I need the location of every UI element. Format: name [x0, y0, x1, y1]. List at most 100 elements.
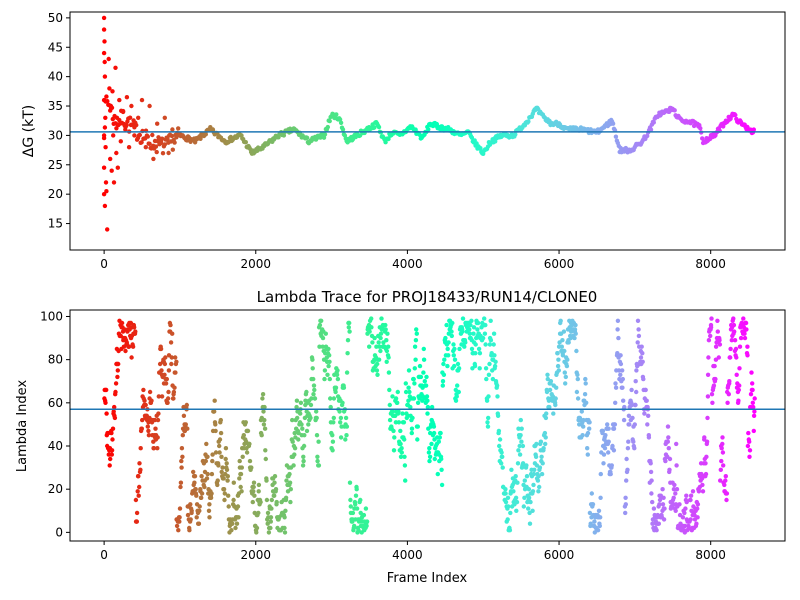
lambda-point: [221, 476, 226, 481]
lambda-point: [728, 346, 733, 352]
lambda-point: [483, 322, 488, 328]
lambda-point: [728, 355, 733, 360]
lambda-point: [564, 363, 570, 369]
lambda-point: [356, 528, 361, 533]
lambda-point: [374, 368, 380, 373]
lambda-point: [616, 335, 621, 341]
lambda-point: [344, 370, 350, 375]
lambda-point: [146, 433, 152, 438]
lambda-point: [467, 327, 472, 332]
lambda-point: [661, 495, 666, 500]
lambda-point: [745, 344, 750, 349]
lambda-point: [312, 396, 318, 401]
lambda-point: [513, 495, 519, 500]
lambda-point: [656, 521, 661, 526]
lambda-point: [600, 428, 606, 434]
lambda-y-tick-label: 0: [55, 525, 63, 539]
lambda-point: [680, 515, 686, 520]
lambda-point: [469, 318, 474, 323]
lambda-point: [615, 318, 621, 323]
lambda-point: [477, 366, 482, 371]
lambda-point: [335, 376, 341, 382]
lambda-point: [437, 435, 442, 440]
lambda-point: [710, 400, 715, 405]
delta-g-point: [322, 132, 328, 137]
lambda-point: [635, 318, 641, 323]
lambda-point: [218, 417, 223, 423]
lambda-point: [531, 471, 537, 477]
lambda-point: [660, 487, 665, 492]
lambda-point: [413, 338, 419, 343]
lambda-point: [662, 506, 667, 511]
lambda-point: [495, 394, 500, 399]
lambda-point: [718, 478, 723, 483]
lambda-point: [262, 426, 268, 431]
lambda-point: [744, 327, 749, 332]
lambda-point: [487, 361, 492, 367]
delta-g-y-axis-label: ΔG (kT): [21, 105, 37, 157]
lambda-point: [423, 383, 429, 388]
lambda-point: [705, 415, 710, 421]
lambda-point: [337, 409, 342, 414]
lambda-point: [475, 327, 480, 332]
lambda-point: [581, 424, 586, 429]
lambda-y-ticks: 0 20 40 60 80 100: [40, 309, 70, 539]
delta-g-point: [162, 142, 167, 147]
lambda-point: [326, 363, 331, 369]
lambda-point: [424, 394, 430, 399]
lambda-point: [205, 454, 210, 459]
lambda-point: [401, 420, 407, 425]
delta-g-point: [751, 127, 756, 132]
lambda-point: [223, 456, 228, 462]
lambda-point: [551, 411, 556, 416]
lambda-point: [526, 487, 532, 492]
lambda-point: [503, 491, 508, 496]
lambda-point: [540, 461, 545, 466]
lambda-point: [333, 389, 338, 395]
delta-g-point: [338, 120, 344, 126]
lambda-point: [391, 448, 397, 453]
lambda-point: [666, 446, 671, 451]
lambda-point: [386, 355, 391, 360]
lambda-point: [386, 344, 391, 349]
lambda-point: [536, 474, 541, 479]
lambda-point: [524, 474, 530, 479]
lambda-point: [418, 374, 424, 380]
lambda-point: [222, 491, 227, 496]
lambda-point: [153, 426, 158, 431]
lambda-point: [407, 389, 412, 395]
delta-g-point: [176, 126, 181, 131]
lambda-point: [262, 404, 267, 410]
delta-g-point: [117, 117, 122, 123]
lambda-point: [608, 471, 613, 477]
lambda-point: [261, 409, 266, 414]
lambda-point: [315, 454, 320, 459]
lambda-point: [611, 426, 617, 431]
lambda-point: [331, 420, 336, 425]
lambda-point: [301, 454, 306, 459]
lambda-point: [455, 383, 460, 388]
lambda-point: [496, 428, 502, 434]
delta-g-point: [478, 146, 483, 151]
lambda-point: [415, 424, 420, 429]
lambda-point: [197, 508, 202, 513]
lambda-point: [663, 458, 668, 464]
delta-g-point: [134, 122, 139, 128]
lambda-point: [538, 439, 544, 444]
lambda-point: [613, 400, 618, 405]
lambda-point: [218, 430, 224, 436]
lambda-point: [216, 463, 221, 468]
lambda-point: [347, 320, 352, 326]
lambda-point: [353, 493, 359, 498]
lambda-point: [692, 512, 697, 518]
lambda-point: [197, 504, 202, 509]
lambda-point: [369, 316, 374, 321]
delta-g-point: [105, 99, 110, 104]
lambda-point: [400, 411, 405, 416]
lambda-point: [403, 389, 409, 395]
lambda-point: [583, 376, 588, 382]
delta-g-point: [648, 127, 654, 132]
delta-g-point: [101, 192, 107, 197]
lambda-point: [210, 458, 215, 464]
lambda-point: [155, 417, 161, 423]
